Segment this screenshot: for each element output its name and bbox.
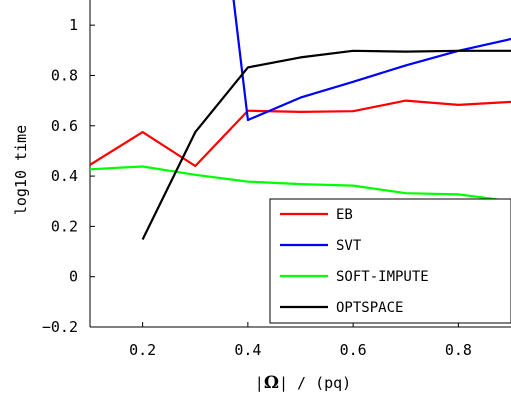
svg-text:|Ω| / (pq): |Ω| / (pq) [255,373,351,393]
x-tick-label: 0.8 [445,341,472,359]
axes [89,0,511,328]
series-lines [90,0,511,240]
x-axis-label: |Ω| / (pq) [255,373,351,393]
x-axis-label-omega: Ω [264,373,279,393]
y-tick-label: −0.2 [42,318,78,336]
x-axis-label-open-bar: | [255,374,264,392]
y-tick-label: 0.4 [51,167,78,185]
y-tick-label: 0.8 [51,66,78,84]
x-axis-label-rest: / (pq) [288,374,351,392]
series-line-optspace [141,49,511,240]
legend-box [269,198,511,324]
series-line-eb [90,99,511,168]
legend-label: SVT [336,238,362,254]
legend-label: EB [336,207,353,223]
legend: EB SVT SOFT-IMPUTE OPTSPACE [269,198,511,324]
series-line-soft-impute [90,165,511,203]
y-axis-label: log10 time [12,125,30,215]
legend-label: OPTSPACE [336,300,403,316]
tick-labels: 0.2 0.4 0.6 0.8 −0.2 0 0.2 0.4 0.6 0.8 1 [42,16,472,359]
y-tick-label: 0 [69,268,78,286]
x-tick-label: 0.6 [340,341,367,359]
y-tick-label: 1 [69,16,78,34]
y-tick-label: 0.6 [51,117,78,135]
x-tick-label: 0.2 [129,341,156,359]
x-tick-label: 0.4 [234,341,261,359]
y-tick-label: 0.2 [51,217,78,235]
legend-label: SOFT-IMPUTE [336,269,429,285]
x-axis-label-close-bar: | [279,374,288,392]
